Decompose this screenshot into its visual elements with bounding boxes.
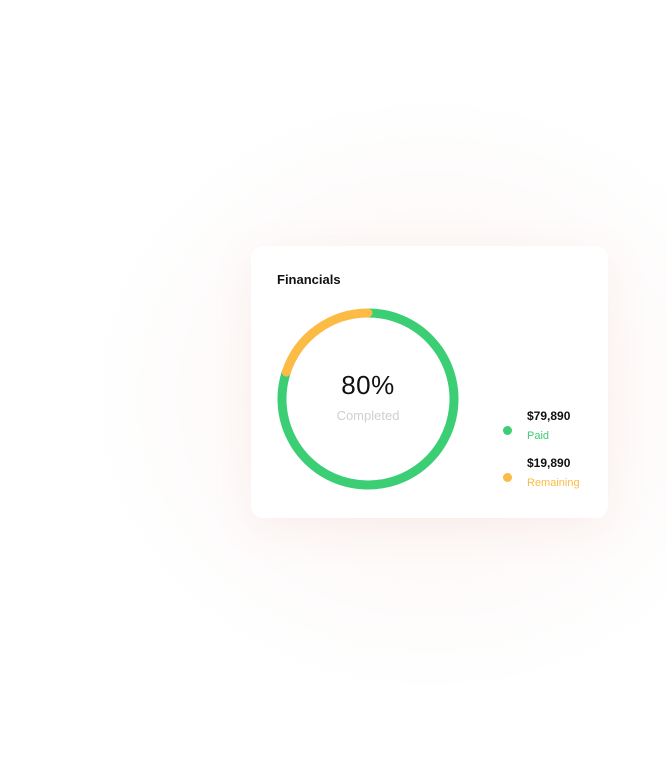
donut-svg xyxy=(277,308,459,490)
financials-card: Financials 80% Completed $79,890 Paid $1… xyxy=(251,246,608,518)
legend: $79,890 Paid $19,890 Remaining xyxy=(503,409,603,503)
card-title: Financials xyxy=(277,272,341,287)
donut-segment-paid xyxy=(277,308,459,490)
legend-item-paid: $79,890 Paid xyxy=(503,409,603,456)
paid-dot-icon xyxy=(503,426,512,435)
paid-label: Paid xyxy=(527,430,550,442)
remaining-dot-icon xyxy=(503,473,512,482)
legend-item-remaining: $19,890 Remaining xyxy=(503,456,603,503)
completion-label: Completed xyxy=(336,408,400,423)
donut-chart: 80% Completed xyxy=(277,308,459,490)
donut-segment-remaining xyxy=(281,308,373,377)
completion-percent: 80% xyxy=(341,370,395,400)
remaining-label: Remaining xyxy=(527,477,580,489)
paid-amount: $79,890 xyxy=(527,409,571,423)
remaining-amount: $19,890 xyxy=(527,456,571,470)
